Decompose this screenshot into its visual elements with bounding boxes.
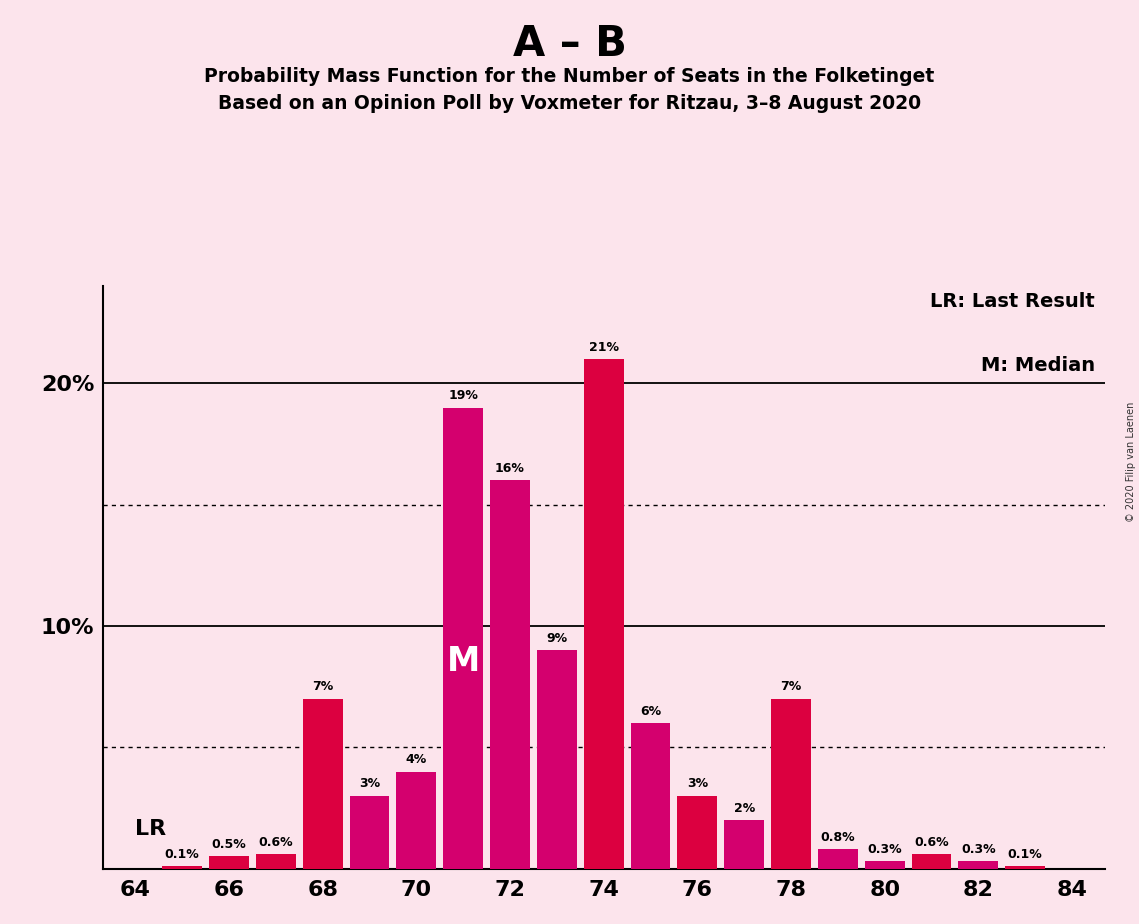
Text: 3%: 3% [359, 777, 380, 790]
Text: 7%: 7% [780, 680, 802, 693]
Text: 19%: 19% [449, 389, 478, 402]
Text: 0.5%: 0.5% [212, 838, 246, 851]
Text: 9%: 9% [547, 632, 567, 645]
Bar [443, 407, 483, 869]
Bar [536, 650, 576, 869]
Text: A – B: A – B [513, 23, 626, 65]
Bar [865, 861, 904, 869]
Text: 0.1%: 0.1% [165, 848, 199, 861]
Text: Probability Mass Function for the Number of Seats in the Folketinget: Probability Mass Function for the Number… [204, 67, 935, 86]
Bar [162, 866, 202, 869]
Bar [584, 359, 623, 869]
Text: 0.6%: 0.6% [259, 835, 293, 848]
Bar [256, 854, 296, 869]
Bar [818, 849, 858, 869]
Text: Based on an Opinion Poll by Voxmeter for Ritzau, 3–8 August 2020: Based on an Opinion Poll by Voxmeter for… [218, 94, 921, 114]
Bar [210, 857, 249, 869]
Bar [1006, 866, 1046, 869]
Text: LR: LR [136, 820, 166, 839]
Bar [678, 796, 718, 869]
Bar [958, 861, 998, 869]
Bar [724, 821, 764, 869]
Bar [303, 699, 343, 869]
Text: 7%: 7% [312, 680, 334, 693]
Text: 0.1%: 0.1% [1008, 848, 1042, 861]
Text: M: Median: M: Median [981, 357, 1095, 375]
Bar [350, 796, 390, 869]
Bar [490, 480, 530, 869]
Bar [911, 854, 951, 869]
Text: 0.6%: 0.6% [915, 835, 949, 848]
Bar [771, 699, 811, 869]
Text: 6%: 6% [640, 705, 661, 718]
Text: 3%: 3% [687, 777, 708, 790]
Text: © 2020 Filip van Laenen: © 2020 Filip van Laenen [1126, 402, 1136, 522]
Text: LR: Last Result: LR: Last Result [931, 292, 1095, 311]
Text: 0.3%: 0.3% [961, 843, 995, 856]
Text: 21%: 21% [589, 341, 618, 354]
Text: 4%: 4% [405, 753, 427, 766]
Bar [631, 723, 671, 869]
Text: M: M [446, 645, 480, 677]
Text: 16%: 16% [495, 462, 525, 475]
Text: 0.8%: 0.8% [820, 831, 855, 844]
Bar [396, 772, 436, 869]
Text: 2%: 2% [734, 802, 755, 815]
Text: 0.3%: 0.3% [868, 843, 902, 856]
